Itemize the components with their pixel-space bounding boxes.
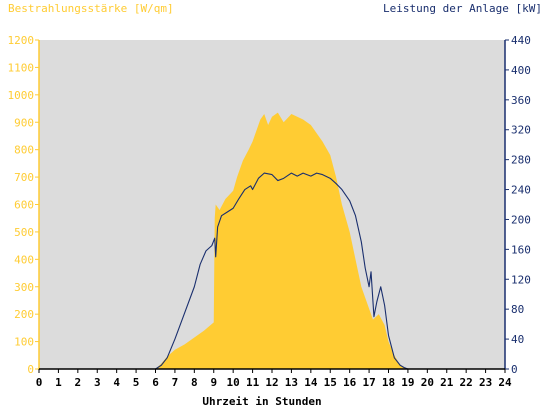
left-axis-tick-label: 100 [14, 336, 34, 349]
x-axis-tick-label: 1 [55, 376, 62, 389]
x-axis-ticks: 0 1 2 3 4 5 6 7 8 9 10 11 12 13 14 15 16 17 18 19 20 21 22 23 24 [36, 369, 512, 389]
left-axis-tick-label: 500 [14, 226, 34, 239]
x-axis-tick-label: 24 [498, 376, 512, 389]
right-axis-tick-label: 40 [511, 333, 524, 346]
left-axis-tick-label: 600 [14, 199, 34, 212]
right-axis-tick-label: 360 [511, 94, 531, 107]
left-axis-tick-label: 200 [14, 308, 34, 321]
x-axis-tick-label: 14 [304, 376, 318, 389]
irradiance-area [39, 112, 505, 370]
left-axis-tick-label: 1200 [8, 34, 35, 47]
x-axis-tick-label: 15 [324, 376, 337, 389]
power-line [39, 172, 505, 370]
right-axis-tick-label: 400 [511, 64, 531, 77]
x-axis-tick-label: 11 [246, 376, 260, 389]
x-axis-tick-label: 21 [440, 376, 454, 389]
left-axis-tick-label: 300 [14, 281, 34, 294]
x-axis-tick-label: 22 [460, 376, 473, 389]
x-axis-tick-label: 6 [152, 376, 159, 389]
left-axis-tick-label: 900 [14, 116, 34, 129]
x-axis-tick-label: 17 [362, 376, 375, 389]
left-axis-tick-label: 800 [14, 144, 34, 157]
right-axis-title: Leistung der Anlage [kW] [383, 2, 542, 15]
x-axis-tick-label: 18 [382, 376, 395, 389]
left-axis-tick-label: 1100 [8, 61, 35, 74]
x-axis-tick-label: 12 [265, 376, 278, 389]
x-axis-tick-label: 9 [210, 376, 217, 389]
right-axis-tick-label: 240 [511, 184, 531, 197]
x-axis-tick-label: 3 [94, 376, 101, 389]
right-axis-ticks: 0 40 80 120 160 200 240 280 320 360 400 440 [505, 34, 531, 376]
right-axis-tick-label: 120 [511, 273, 531, 286]
x-axis-tick-label: 7 [172, 376, 179, 389]
left-axis-ticks: 0 100 200 300 400 500 600 700 800 900 1000 1100 1200 [8, 34, 39, 376]
x-axis-tick-label: 19 [401, 376, 414, 389]
x-axis-tick-label: 8 [191, 376, 198, 389]
x-axis-tick-label: 2 [75, 376, 82, 389]
x-axis-tick-label: 20 [421, 376, 434, 389]
x-axis-tick-label: 0 [36, 376, 43, 389]
left-axis-tick-label: 700 [14, 171, 34, 184]
left-axis-tick-label: 0 [27, 363, 34, 376]
right-axis-tick-label: 0 [511, 363, 518, 376]
left-axis-tick-label: 1000 [8, 89, 35, 102]
right-axis-tick-label: 320 [511, 124, 531, 137]
right-axis-tick-label: 80 [511, 303, 524, 316]
right-axis-tick-label: 280 [511, 154, 531, 167]
left-axis-title: Bestrahlungsstärke [W/qm] [8, 2, 174, 15]
x-axis-tick-label: 13 [285, 376, 298, 389]
left-axis-tick-label: 400 [14, 253, 34, 266]
right-axis-tick-label: 160 [511, 243, 531, 256]
x-axis-tick-label: 23 [479, 376, 492, 389]
x-axis-tick-label: 5 [133, 376, 140, 389]
right-axis-tick-label: 440 [511, 34, 531, 47]
x-axis-tick-label: 4 [113, 376, 120, 389]
x-axis-tick-label: 16 [343, 376, 357, 389]
x-axis-title: Uhrzeit in Stunden [202, 395, 321, 408]
x-axis-tick-label: 10 [227, 376, 240, 389]
right-axis-tick-label: 200 [511, 213, 531, 226]
